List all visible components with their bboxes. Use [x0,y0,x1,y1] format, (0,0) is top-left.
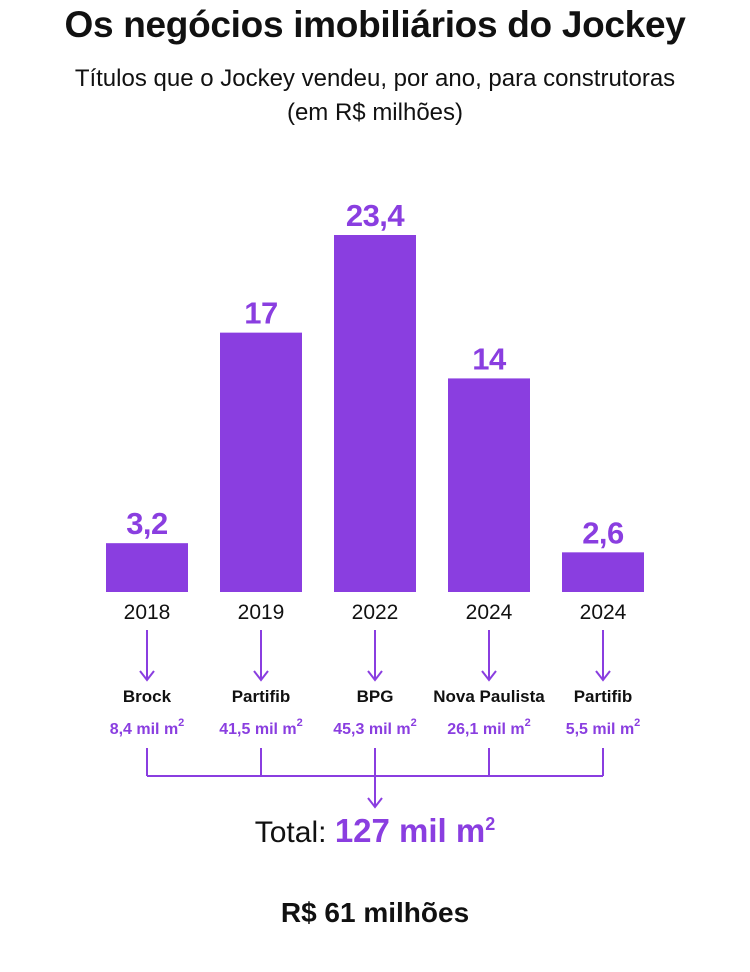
bar-0 [106,543,188,592]
money-total: R$ 61 milhões [280,897,470,928]
x-tick-label-4: 2024 [580,601,627,624]
x-tick-label-3: 2024 [466,601,513,624]
x-tick-label-1: 2019 [238,601,285,624]
builder-label-3: Nova Paulista [433,687,545,706]
arrow-head-4 [595,670,611,682]
subtitle-line-2: (em R$ milhões) [286,99,464,126]
area-label-0: 8,4 mil m2 [110,717,185,738]
area-label-1: 41,5 mil m2 [219,717,303,738]
area-label-3: 26,1 mil m2 [447,717,531,738]
value-label-2: 23,4 [346,198,406,233]
x-tick-label-0: 2018 [124,601,171,624]
value-label-1: 17 [244,296,277,331]
area-label-4: 5,5 mil m2 [566,717,641,738]
total-area: Total: 127 mil m2 [0,812,750,850]
total-arrow-head [367,797,383,809]
total-value-sup: 2 [485,814,496,834]
total-value-text: 127 mil m [334,812,486,849]
arrow-head-3 [481,670,497,682]
value-label-4: 2,6 [582,515,624,550]
bar-1 [220,332,302,592]
area-label-2: 45,3 mil m2 [333,717,417,738]
value-label-3: 14 [472,341,507,376]
arrow-head-1 [253,670,269,682]
builder-label-1: Partifib [232,687,291,706]
chart-subtitle: Títulos que o Jockey vendeu, por ano, pa… [0,62,750,130]
arrow-head-2 [367,670,383,682]
total-label: Total: [254,816,327,849]
arrow-head-0 [139,670,155,682]
value-label-0: 3,2 [126,506,168,541]
builder-label-0: Brock [123,687,172,706]
total-value: 127 mil m2 [335,812,495,849]
builder-label-2: BPG [357,687,394,706]
bar-3 [448,378,530,592]
bar-2 [334,235,416,592]
bar-4 [562,552,644,592]
subtitle-line-1: Títulos que o Jockey vendeu, por ano, pa… [74,65,676,92]
chart-title: Os negócios imobiliários do Jockey [64,4,686,45]
builder-label-4: Partifib [574,687,633,706]
x-tick-label-2: 2022 [352,601,399,624]
